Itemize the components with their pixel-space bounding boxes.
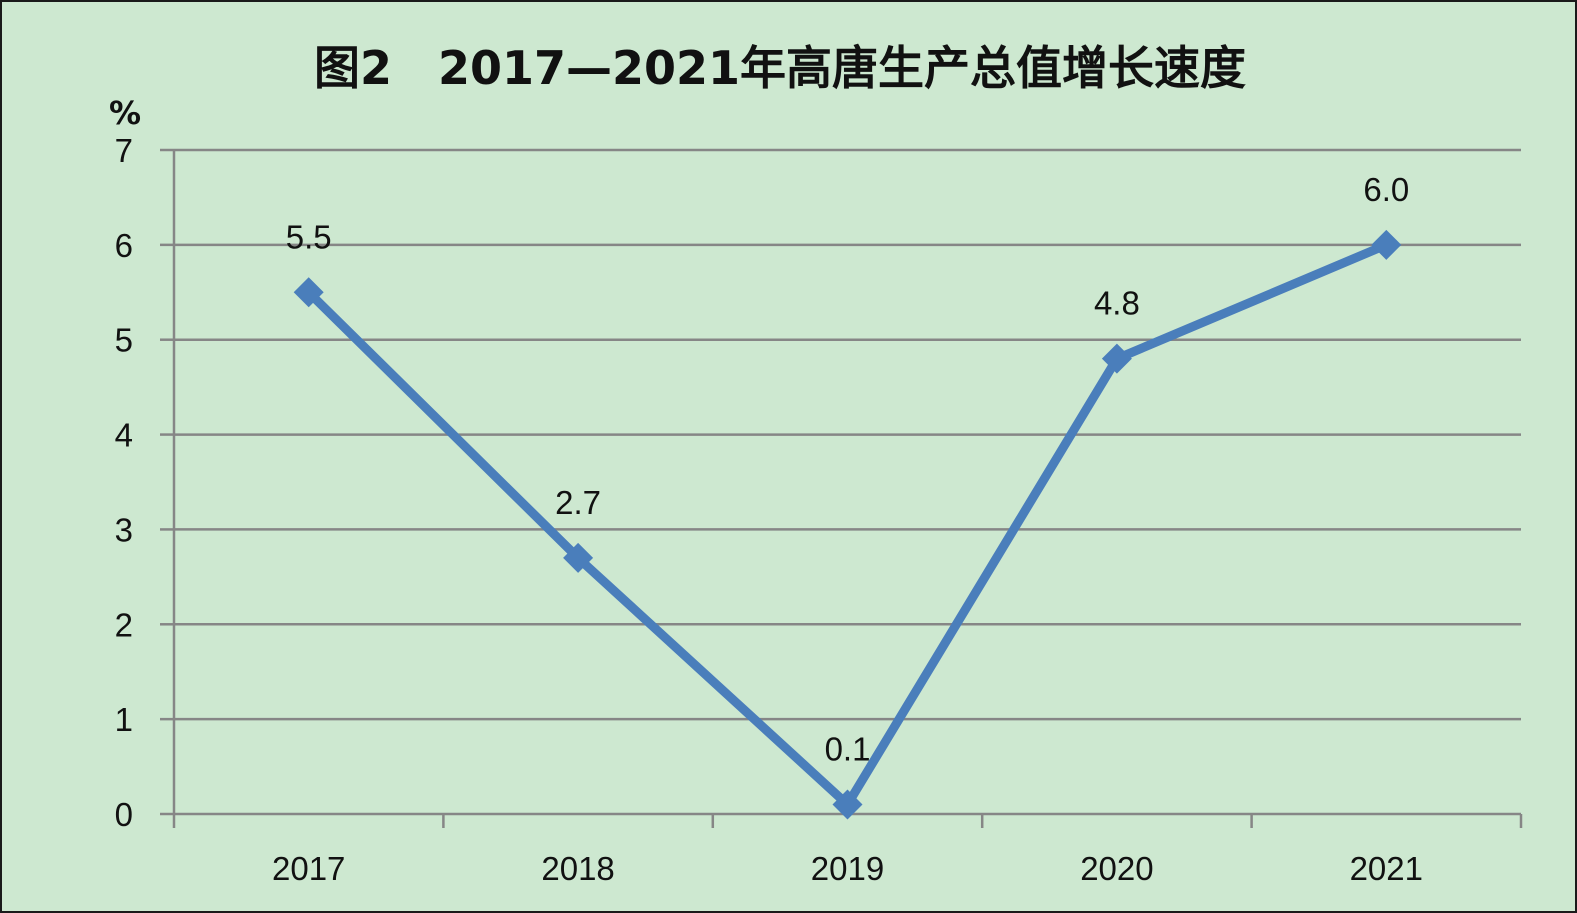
x-axis-tick-labels: 2017 2018 2019 2020 2021 <box>272 850 1423 887</box>
data-markers <box>293 229 1402 820</box>
y-tick-label-7: 7 <box>115 132 133 169</box>
chart-title: 图2 2017—2021年高唐生产总值增长速度 <box>314 41 1246 95</box>
data-point-2019 <box>832 789 863 820</box>
data-label-2021: 6.0 <box>1363 171 1409 208</box>
data-point-2021 <box>1371 229 1402 260</box>
y-axis-unit-label: % <box>109 94 141 132</box>
y-tick-label-1: 1 <box>115 701 133 738</box>
data-point-2020 <box>1101 343 1132 374</box>
y-tick-label-5: 5 <box>115 322 133 359</box>
gridlines <box>174 148 1521 721</box>
data-label-2020: 4.8 <box>1094 285 1140 322</box>
y-tick-label-3: 3 <box>115 511 133 548</box>
axes <box>160 148 1523 828</box>
data-point-2017 <box>293 277 324 308</box>
data-label-2017: 5.5 <box>286 218 332 255</box>
data-point-2018 <box>563 542 594 573</box>
y-tick-label-0: 0 <box>115 796 133 833</box>
data-label-2018: 2.7 <box>555 484 601 521</box>
x-tick-label-2021: 2021 <box>1350 850 1423 887</box>
y-axis-tick-labels: 0 1 2 3 4 5 6 7 <box>115 132 133 833</box>
data-label-2019: 0.1 <box>825 731 871 768</box>
data-labels: 5.5 2.7 0.1 4.8 6.0 <box>286 171 1409 768</box>
x-tick-label-2019: 2019 <box>811 850 884 887</box>
x-tick-label-2017: 2017 <box>272 850 345 887</box>
y-tick-label-6: 6 <box>115 227 133 264</box>
y-tick-label-4: 4 <box>115 417 133 454</box>
series-line-0 <box>304 240 1391 810</box>
x-tick-label-2020: 2020 <box>1080 850 1153 887</box>
y-tick-label-2: 2 <box>115 606 133 643</box>
x-tick-label-2018: 2018 <box>541 850 614 887</box>
data-series <box>304 240 1391 810</box>
